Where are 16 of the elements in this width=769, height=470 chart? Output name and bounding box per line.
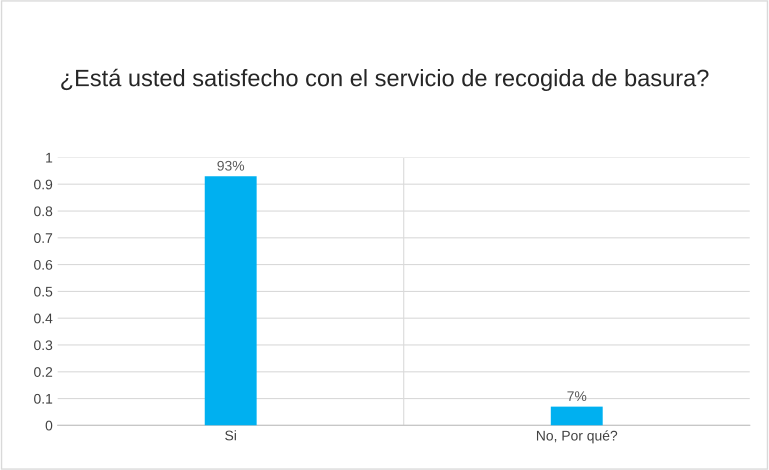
y-tick-label: 0.7: [34, 233, 52, 243]
y-tick-label: 0.2: [34, 367, 52, 377]
y-tick-label: 0.4: [34, 314, 52, 324]
y-tick-label: 0.6: [34, 260, 52, 270]
x-tick-label: No, Por qué?: [536, 430, 618, 444]
chart-title: ¿Está usted satisfecho con el servicio de recogida de basura?: [61, 68, 708, 92]
data-label: 7%: [567, 391, 586, 402]
y-tick-label: 0.5: [34, 286, 52, 297]
y-tick-label: 1: [46, 152, 52, 162]
y-tick-label: 0.1: [34, 394, 52, 404]
y-tick-label: 0.9: [34, 180, 52, 190]
data-label: 93%: [217, 160, 244, 171]
x-tick-label: Si: [225, 430, 236, 440]
y-tick-label: 0.3: [34, 340, 52, 350]
y-tick-label: 0.8: [34, 206, 52, 216]
y-tick-label: 0: [46, 420, 52, 431]
